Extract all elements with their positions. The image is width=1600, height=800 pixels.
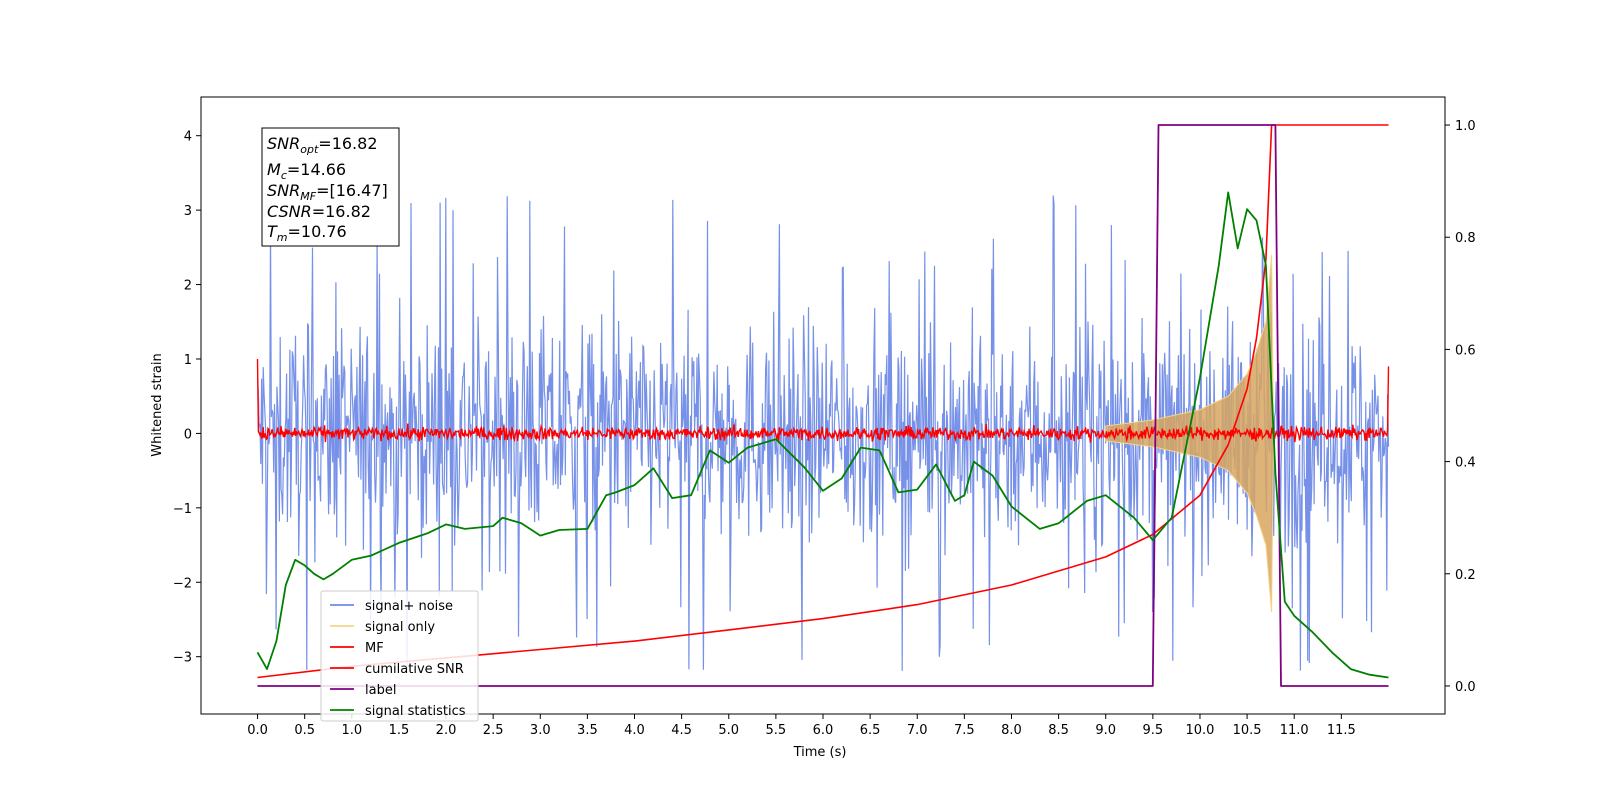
- y-tick-label: −3: [173, 651, 192, 666]
- series-label: [257, 124, 1389, 687]
- y-tick-label: −2: [173, 576, 192, 591]
- y-tick-label: 2: [184, 279, 192, 294]
- x-tick-label: 1.5: [389, 723, 410, 738]
- x-tick-label: 3.5: [577, 723, 598, 738]
- legend-label: signal statistics: [365, 704, 466, 719]
- x-tick-label: 6.0: [813, 723, 834, 738]
- y-tick-label: 0: [184, 427, 192, 442]
- svg-text:Tm=10.76: Tm=10.76: [267, 222, 347, 244]
- legend-label: signal only: [365, 620, 435, 635]
- snr-annotation-box: SNRopt=16.82 Mc=14.66 SNRMF=[16.47] CSNR…: [261, 127, 400, 247]
- series-mf: [256, 358, 1390, 443]
- snr-opt-value: =16.82: [318, 134, 377, 153]
- x-tick-label: 8.5: [1048, 723, 1069, 738]
- legend: signal+ noise signal only MF cumilative SNR…: [320, 590, 479, 722]
- series-layer: [256, 124, 1390, 687]
- y2-tick-label: 0.2: [1455, 568, 1476, 583]
- x-tick-label: 5.5: [766, 723, 787, 738]
- svg-text:CSNR=16.82: CSNR=16.82: [267, 202, 371, 221]
- y-axis-left: −3 −2 −1 0 1 2 3 4: [173, 130, 201, 666]
- x-tick-label: 7.0: [907, 723, 928, 738]
- x-tick-label: 7.5: [954, 723, 975, 738]
- x-tick-label: 4.0: [624, 723, 645, 738]
- y2-tick-label: 0.8: [1455, 231, 1476, 246]
- x-tick-label: 4.5: [671, 723, 692, 738]
- y-axis-right: 0.0 0.2 0.4 0.6 0.8 1.0: [1445, 119, 1476, 695]
- x-tick-label: 6.5: [860, 723, 881, 738]
- svg-text:SNRMF=[16.47]: SNRMF=[16.47]: [267, 181, 388, 203]
- y-tick-label: 3: [184, 204, 192, 219]
- x-tick-label: 5.0: [718, 723, 739, 738]
- tm-value: =10.76: [288, 222, 347, 241]
- y2-tick-label: 1.0: [1455, 119, 1476, 134]
- svg-text:Mc=14.66: Mc=14.66: [267, 160, 346, 182]
- legend-label: signal+ noise: [365, 599, 453, 614]
- y2-tick-label: 0.0: [1455, 680, 1476, 695]
- x-axis: 0.0 0.5 1.0 1.5 2.0 2.5 3.0 3.5 4.0 4.5 5.0 5.5 6.0 6…: [247, 714, 1356, 738]
- y2-tick-label: 0.4: [1455, 456, 1476, 471]
- y2-tick-label: 0.6: [1455, 343, 1476, 358]
- x-tick-label: 0.5: [294, 723, 315, 738]
- x-tick-label: 0.0: [247, 723, 268, 738]
- y-axis-label: Whitened strain: [150, 353, 165, 456]
- x-axis-label: Time (s): [793, 745, 847, 760]
- mc-value: =14.66: [287, 160, 346, 179]
- y-tick-label: 4: [184, 130, 192, 145]
- y-tick-label: −1: [173, 502, 192, 517]
- x-tick-label: 8.0: [1001, 723, 1022, 738]
- x-tick-label: 10.0: [1185, 723, 1214, 738]
- x-tick-label: 10.5: [1233, 723, 1262, 738]
- series-cumulative-snr: [257, 124, 1389, 679]
- x-tick-label: 1.0: [341, 723, 362, 738]
- x-tick-label: 2.5: [483, 723, 504, 738]
- snr-mf-value: =[16.47]: [316, 181, 388, 200]
- x-tick-label: 11.5: [1327, 723, 1356, 738]
- x-tick-label: 2.0: [436, 723, 457, 738]
- csnr-value: =16.82: [312, 202, 371, 221]
- legend-label: cumilative SNR: [365, 662, 464, 677]
- legend-label: label: [365, 683, 396, 698]
- legend-label: MF: [365, 641, 384, 656]
- series-signal-statistics: [256, 191, 1389, 679]
- x-tick-label: 9.0: [1095, 723, 1116, 738]
- svg-text:SNRopt=16.82: SNRopt=16.82: [267, 134, 378, 156]
- x-tick-label: 11.0: [1280, 723, 1309, 738]
- y-tick-label: 1: [184, 353, 192, 368]
- x-tick-label: 9.5: [1143, 723, 1164, 738]
- x-tick-label: 3.0: [530, 723, 551, 738]
